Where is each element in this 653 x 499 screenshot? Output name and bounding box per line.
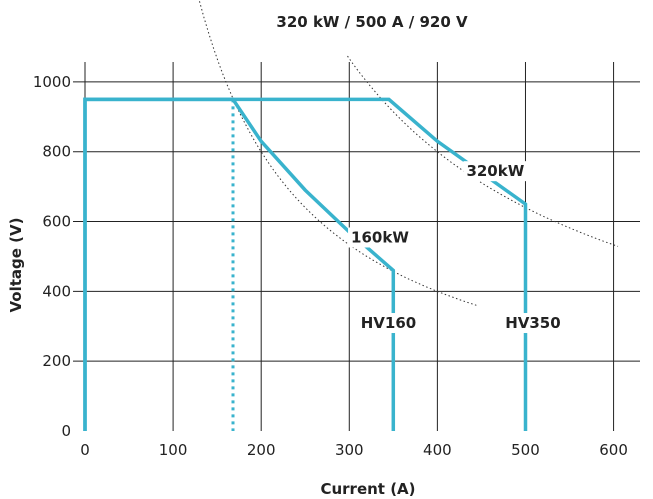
annotation-bg (463, 161, 528, 182)
annotation-label: 320kW (466, 162, 524, 180)
y-tick-label: 600 (42, 213, 71, 231)
annotation-label: 160kW (351, 228, 409, 246)
x-axis-title: Current (A) (320, 480, 415, 498)
x-tick-label: 100 (159, 441, 188, 459)
x-tick-label: 0 (80, 441, 90, 459)
x-tick-label: 300 (335, 441, 364, 459)
y-tick-label: 200 (42, 352, 71, 370)
annotation-bg (502, 313, 564, 334)
annotation-label: HV350 (505, 314, 560, 332)
power-curve (199, 1, 478, 306)
x-tick-label: 400 (423, 441, 452, 459)
power-curve (347, 55, 619, 247)
series-line (83, 97, 396, 431)
x-tick-label: 600 (599, 441, 628, 459)
y-tick-label: 1000 (33, 73, 71, 91)
x-tick-label: 200 (247, 441, 276, 459)
annotation-label: HV160 (361, 314, 416, 332)
x-tick-label: 500 (511, 441, 540, 459)
chart-title: 320 kW / 500 A / 920 V (276, 13, 468, 31)
y-tick-label: 800 (42, 143, 71, 161)
y-tick-label: 400 (42, 282, 71, 300)
annotation-bg (348, 227, 413, 248)
annotation-bg (357, 313, 420, 334)
y-tick-label: 0 (61, 422, 71, 440)
y-axis-title: Voltage (V) (7, 218, 25, 313)
series-line (83, 97, 528, 431)
